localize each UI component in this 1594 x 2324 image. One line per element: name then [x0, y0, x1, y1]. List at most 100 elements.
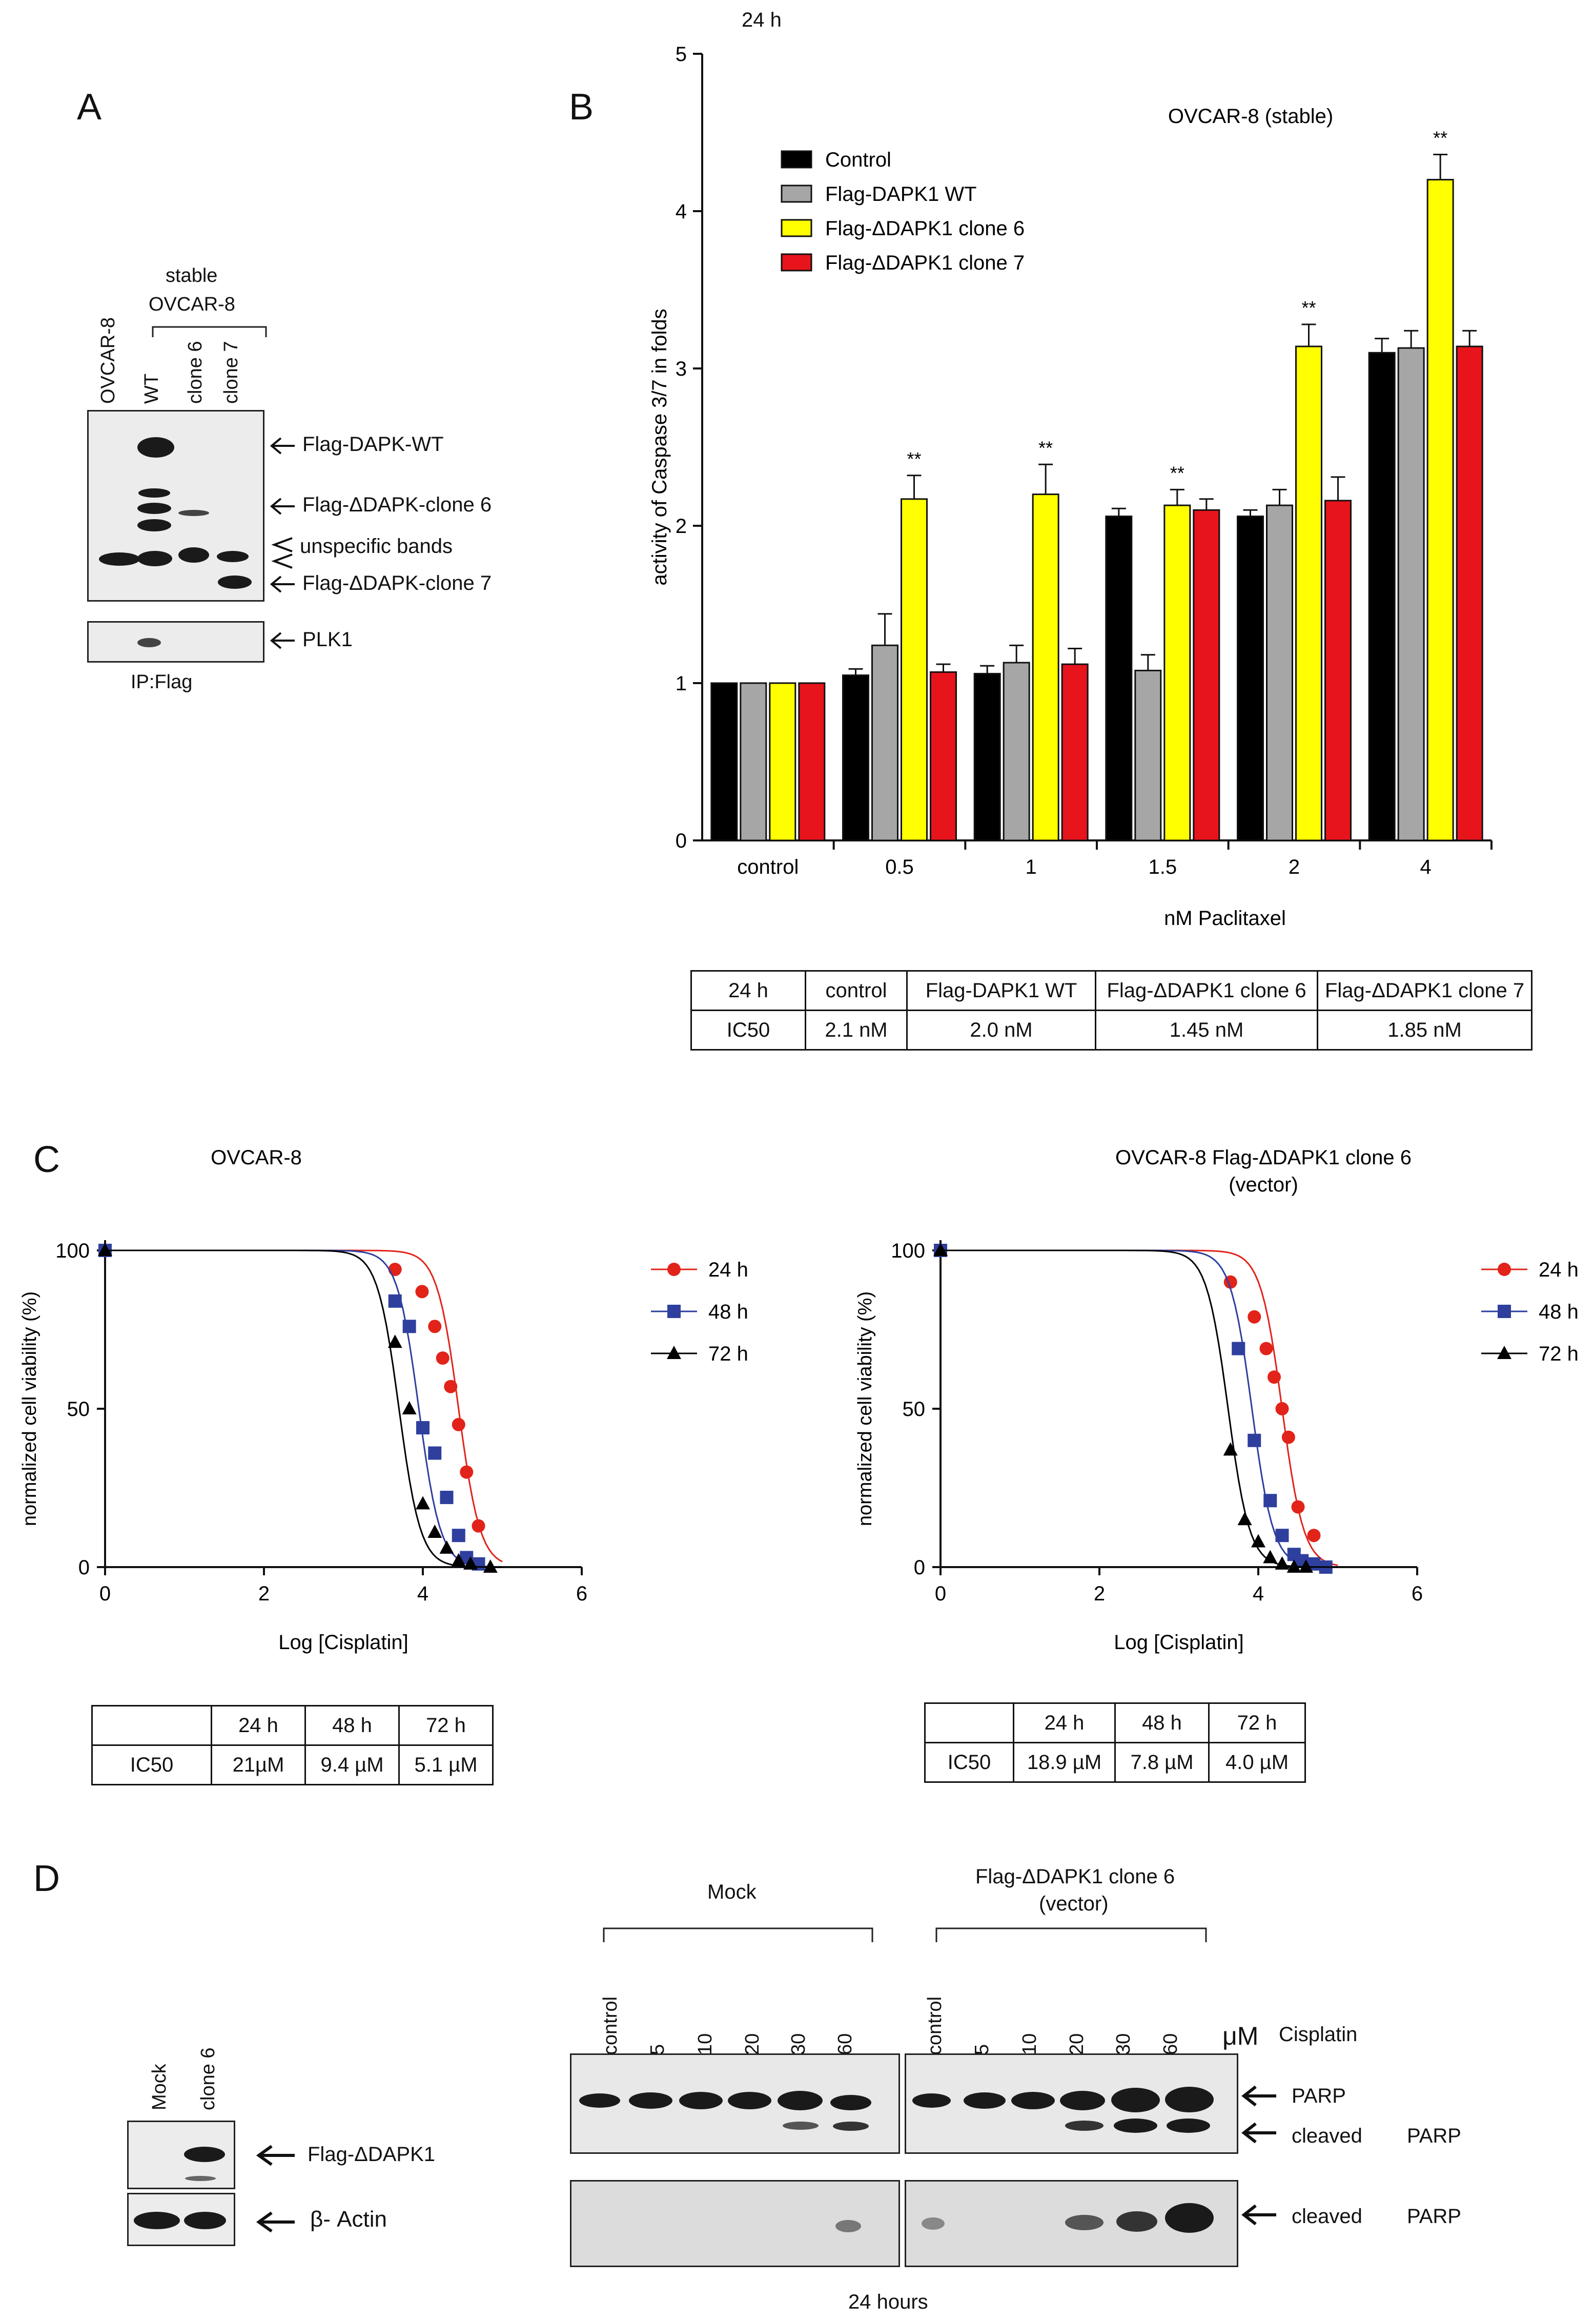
data-point — [1291, 1500, 1305, 1514]
chart-title: OVCAR-8 Flag-ΔDAPK1 clone 6 — [1115, 1148, 1412, 1169]
bar — [1105, 516, 1133, 841]
legend-label: Flag-ΔDAPK1 clone 6 — [825, 217, 1025, 240]
y-tick-label: 4 — [676, 200, 687, 223]
significance-mark: ** — [1301, 297, 1316, 318]
legend-label: Control — [825, 149, 891, 171]
western-blot-parp-clone — [905, 2053, 1238, 2154]
data-point — [452, 1417, 465, 1431]
x-axis-title: Log [Cisplatin] — [1114, 1631, 1243, 1654]
data-point — [1248, 1310, 1261, 1324]
table-cell: 1.45 nM — [1095, 1010, 1318, 1051]
table-cell: IC50 — [924, 1742, 1014, 1783]
x-tick-label: 4 — [417, 1582, 428, 1605]
legend-swatch — [781, 253, 812, 272]
blot-annotation: PARP — [1407, 2125, 1461, 2147]
data-point — [1286, 1559, 1301, 1573]
western-blot-parp-mock — [570, 2053, 900, 2154]
y-tick-label: 3 — [676, 358, 687, 380]
panel-b-label: B — [569, 87, 594, 128]
y-tick-label: 0 — [914, 1556, 925, 1579]
legend-swatch — [781, 184, 812, 203]
panel-a-label: A — [77, 87, 102, 128]
small-blot-arrows — [256, 2145, 295, 2233]
legend-label: 48 h — [1539, 1301, 1579, 1323]
data-point — [1281, 1430, 1295, 1444]
data-point — [933, 1243, 948, 1256]
data-point — [1232, 1342, 1245, 1355]
western-blot-plk1 — [87, 621, 264, 663]
lane-label: WT — [141, 373, 162, 404]
data-point — [1263, 1494, 1277, 1508]
x-tick-label: 0.5 — [885, 856, 914, 878]
bar — [1456, 345, 1483, 841]
table-cell: 72 h — [1208, 1702, 1306, 1743]
table-cell — [91, 1705, 212, 1746]
data-point — [416, 1496, 430, 1510]
data-point — [439, 1540, 454, 1554]
bar — [1134, 669, 1162, 841]
western-blot-cleaved-clone — [905, 2180, 1238, 2267]
table-cell: 5.1 µM — [398, 1744, 494, 1785]
significance-mark: ** — [1433, 127, 1447, 148]
y-tick-label: 100 — [891, 1240, 925, 1262]
group-brackets — [603, 1927, 1207, 1942]
ic50-table-b: 24 h control Flag-DAPK1 WT Flag-ΔDAPK1 c… — [690, 970, 1532, 1051]
table-cell: 48 h — [304, 1705, 400, 1746]
legend-swatch — [781, 219, 812, 237]
x-tick-label: 4 — [1420, 856, 1432, 878]
dose-label: control — [924, 1996, 946, 2055]
data-point — [1223, 1442, 1238, 1456]
table-cell: 72 h — [398, 1705, 494, 1746]
lane-label: clone 6 — [185, 341, 206, 404]
data-point — [1275, 1556, 1290, 1570]
group-label-clone: Flag-ΔDAPK1 clone 6 — [975, 1865, 1175, 1888]
y-tick-label: 0 — [78, 1556, 90, 1579]
western-blot-actin-small — [127, 2193, 235, 2246]
table-cell: Flag-ΔDAPK1 clone 6 — [1095, 970, 1318, 1011]
data-point — [1259, 1342, 1273, 1355]
y-axis-title: normalized cell viability (%) — [19, 1291, 40, 1526]
legend-marker — [667, 1346, 681, 1359]
bar — [1163, 504, 1191, 841]
dose-label: 60 — [834, 2033, 856, 2055]
ip-label: IP:Flag — [131, 671, 193, 693]
data-point — [427, 1525, 442, 1538]
western-blot-flag-small — [127, 2121, 235, 2189]
table-cell: 4.0 µM — [1208, 1742, 1306, 1783]
dose-response-chart-left: 0 50 100 0 2 4 6 Log [Cisplatin] normalized cell… — [19, 1148, 748, 1654]
data-point — [402, 1320, 416, 1333]
data-point — [1299, 1559, 1313, 1573]
x-tick-label: 2 — [258, 1582, 270, 1605]
bar — [1061, 663, 1089, 841]
panel-d-label: D — [33, 1858, 60, 1899]
x-tick-label: 6 — [1412, 1582, 1423, 1605]
data-point — [402, 1401, 417, 1414]
chart-subtitle: (vector) — [1229, 1174, 1298, 1196]
drug-label: Cisplatin — [1279, 2023, 1358, 2046]
bar — [1032, 493, 1059, 841]
table-cell: 2.1 nM — [805, 1010, 908, 1051]
dose-label: 60 — [1160, 2033, 1181, 2055]
bar — [930, 671, 957, 841]
significance-mark: ** — [907, 448, 921, 469]
bar — [901, 498, 928, 841]
dose-label: 10 — [1019, 2033, 1040, 2055]
data-point — [428, 1446, 442, 1460]
blot-annotation: β- Actin — [310, 2207, 387, 2232]
western-blot-flag — [87, 410, 264, 602]
blot-annotation: Flag-ΔDAPK-clone 6 — [302, 493, 492, 516]
legend-marker — [1498, 1263, 1511, 1276]
blot-arrows — [270, 437, 295, 649]
bar — [798, 682, 826, 841]
x-tick-label: control — [737, 856, 799, 878]
y-axis-title: activity of Caspase 3/7 in folds — [648, 309, 671, 585]
bar — [973, 673, 1001, 841]
blot-annotation: Flag-DAPK-WT — [302, 433, 444, 456]
data-point — [483, 1559, 498, 1573]
x-tick-label: 1.5 — [1149, 856, 1177, 878]
bar — [710, 682, 738, 841]
chart-title: OVCAR-8 — [211, 1148, 302, 1169]
legend-label: 48 h — [708, 1301, 748, 1323]
data-point — [440, 1491, 454, 1505]
x-axis-title: Log [Cisplatin] — [278, 1631, 408, 1654]
